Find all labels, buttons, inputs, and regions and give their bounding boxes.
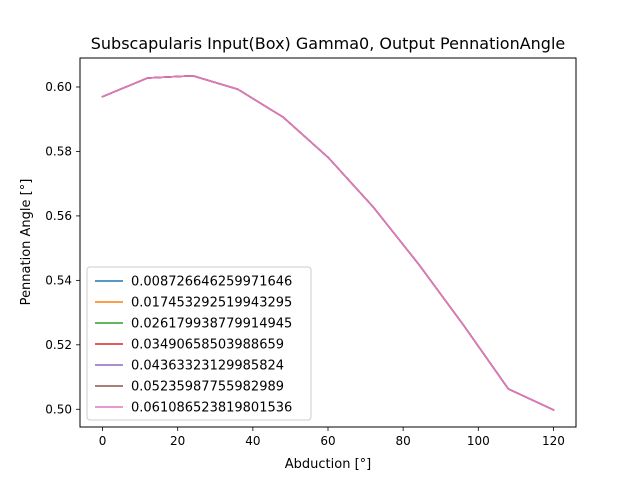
series-layer: [101, 74, 555, 411]
legend-label-3: 0.026179938779914945: [131, 317, 292, 332]
x-tick-label: 60: [320, 434, 335, 448]
legend: 0.008726646259971646 0.017453292519943295…: [86, 266, 312, 421]
x-tick-label: 0: [99, 434, 107, 448]
legend-items: 0.008726646259971646 0.017453292519943295…: [95, 275, 292, 416]
chart-title: Subscapularis Input(Box) Gamma0, Output …: [91, 34, 566, 53]
legend-label-1: 0.008726646259971646: [131, 275, 292, 290]
x-tick-label: 40: [245, 434, 260, 448]
series-line-7: [101, 74, 555, 411]
legend-label-2: 0.017453292519943295: [131, 296, 292, 311]
x-axis: 0 20 40 60 80 100 120: [99, 427, 565, 448]
x-tick-label: 20: [170, 434, 185, 448]
x-tick-label: 100: [467, 434, 490, 448]
y-axis: 0.50 0.52 0.54 0.56 0.58 0.60: [45, 80, 80, 416]
legend-label-6: 0.05235987755982989: [131, 380, 284, 395]
y-tick-label: 0.58: [45, 144, 72, 158]
y-tick-label: 0.50: [45, 402, 72, 416]
x-tick-label: 120: [542, 434, 565, 448]
legend-label-5: 0.04363323129985824: [131, 359, 284, 374]
legend-label-4: 0.03490658503988659: [131, 338, 284, 353]
y-tick-label: 0.56: [45, 209, 72, 223]
legend-label-7: 0.061086523819801536: [131, 401, 292, 416]
y-tick-label: 0.54: [45, 273, 72, 287]
x-axis-label: Abduction [°]: [285, 457, 371, 472]
y-tick-label: 0.60: [45, 80, 72, 94]
plot-area: [101, 74, 555, 411]
x-tick-label: 80: [396, 434, 411, 448]
y-axis-label: Pennation Angle [°]: [19, 179, 34, 306]
y-tick-label: 0.52: [45, 338, 72, 352]
legend-box: [86, 266, 312, 421]
